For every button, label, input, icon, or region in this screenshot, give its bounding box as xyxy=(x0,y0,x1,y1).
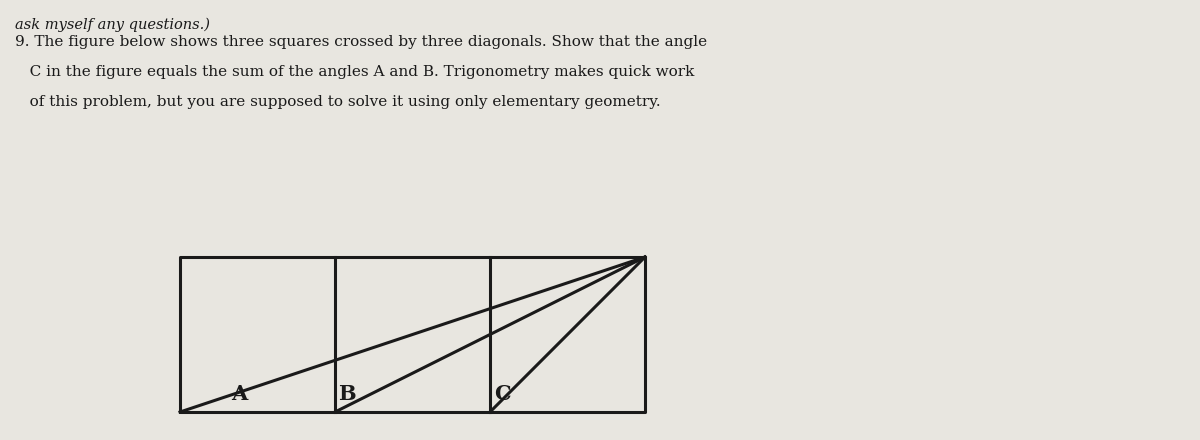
Text: ask myself any questions.): ask myself any questions.) xyxy=(14,18,210,33)
Text: B: B xyxy=(338,384,356,404)
Text: 9. The figure below shows three squares crossed by three diagonals. Show that th: 9. The figure below shows three squares … xyxy=(14,35,707,49)
Text: C: C xyxy=(493,384,510,404)
Text: of this problem, but you are supposed to solve it using only elementary geometry: of this problem, but you are supposed to… xyxy=(14,95,661,109)
Text: A: A xyxy=(230,384,247,404)
Text: C in the figure equals the sum of the angles A and B. Trigonometry makes quick w: C in the figure equals the sum of the an… xyxy=(14,65,695,79)
